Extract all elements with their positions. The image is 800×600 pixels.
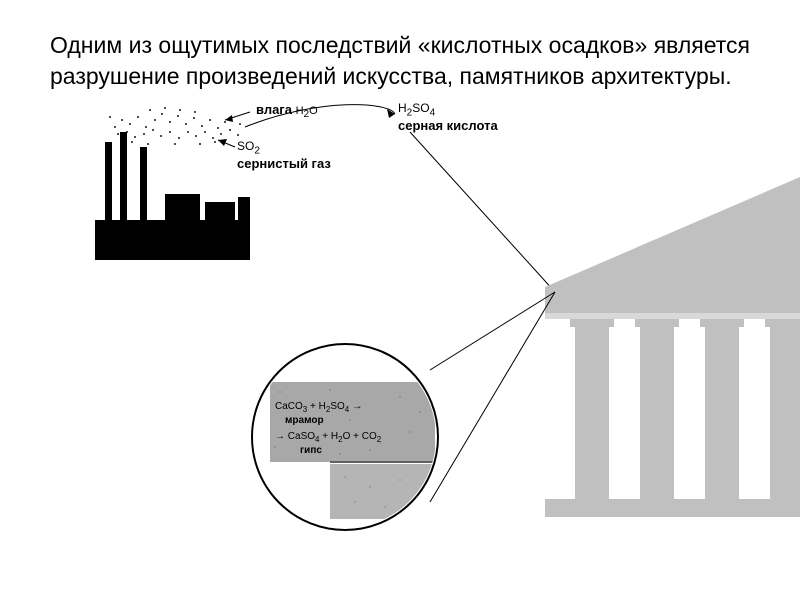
diagram: влага H2O SO2 сернистый газ H2SO4 серная… (0, 102, 800, 532)
factory-icon (95, 132, 250, 260)
smoke-cloud (109, 107, 241, 145)
reaction-line-2: → CaSO4 + H2O + CO2 (275, 430, 381, 445)
building-icon (545, 177, 800, 517)
label-moisture: влага H2O (256, 102, 318, 120)
label-gypsum: гипс (300, 444, 322, 457)
label-marble: мрамор (285, 414, 324, 427)
label-acid: H2SO4 серная кислота (398, 100, 498, 133)
diagram-svg (0, 102, 800, 532)
label-so2: SO2 сернистый газ (237, 138, 331, 171)
heading-text: Одним из ощутимых последствий «кислотных… (0, 0, 800, 102)
